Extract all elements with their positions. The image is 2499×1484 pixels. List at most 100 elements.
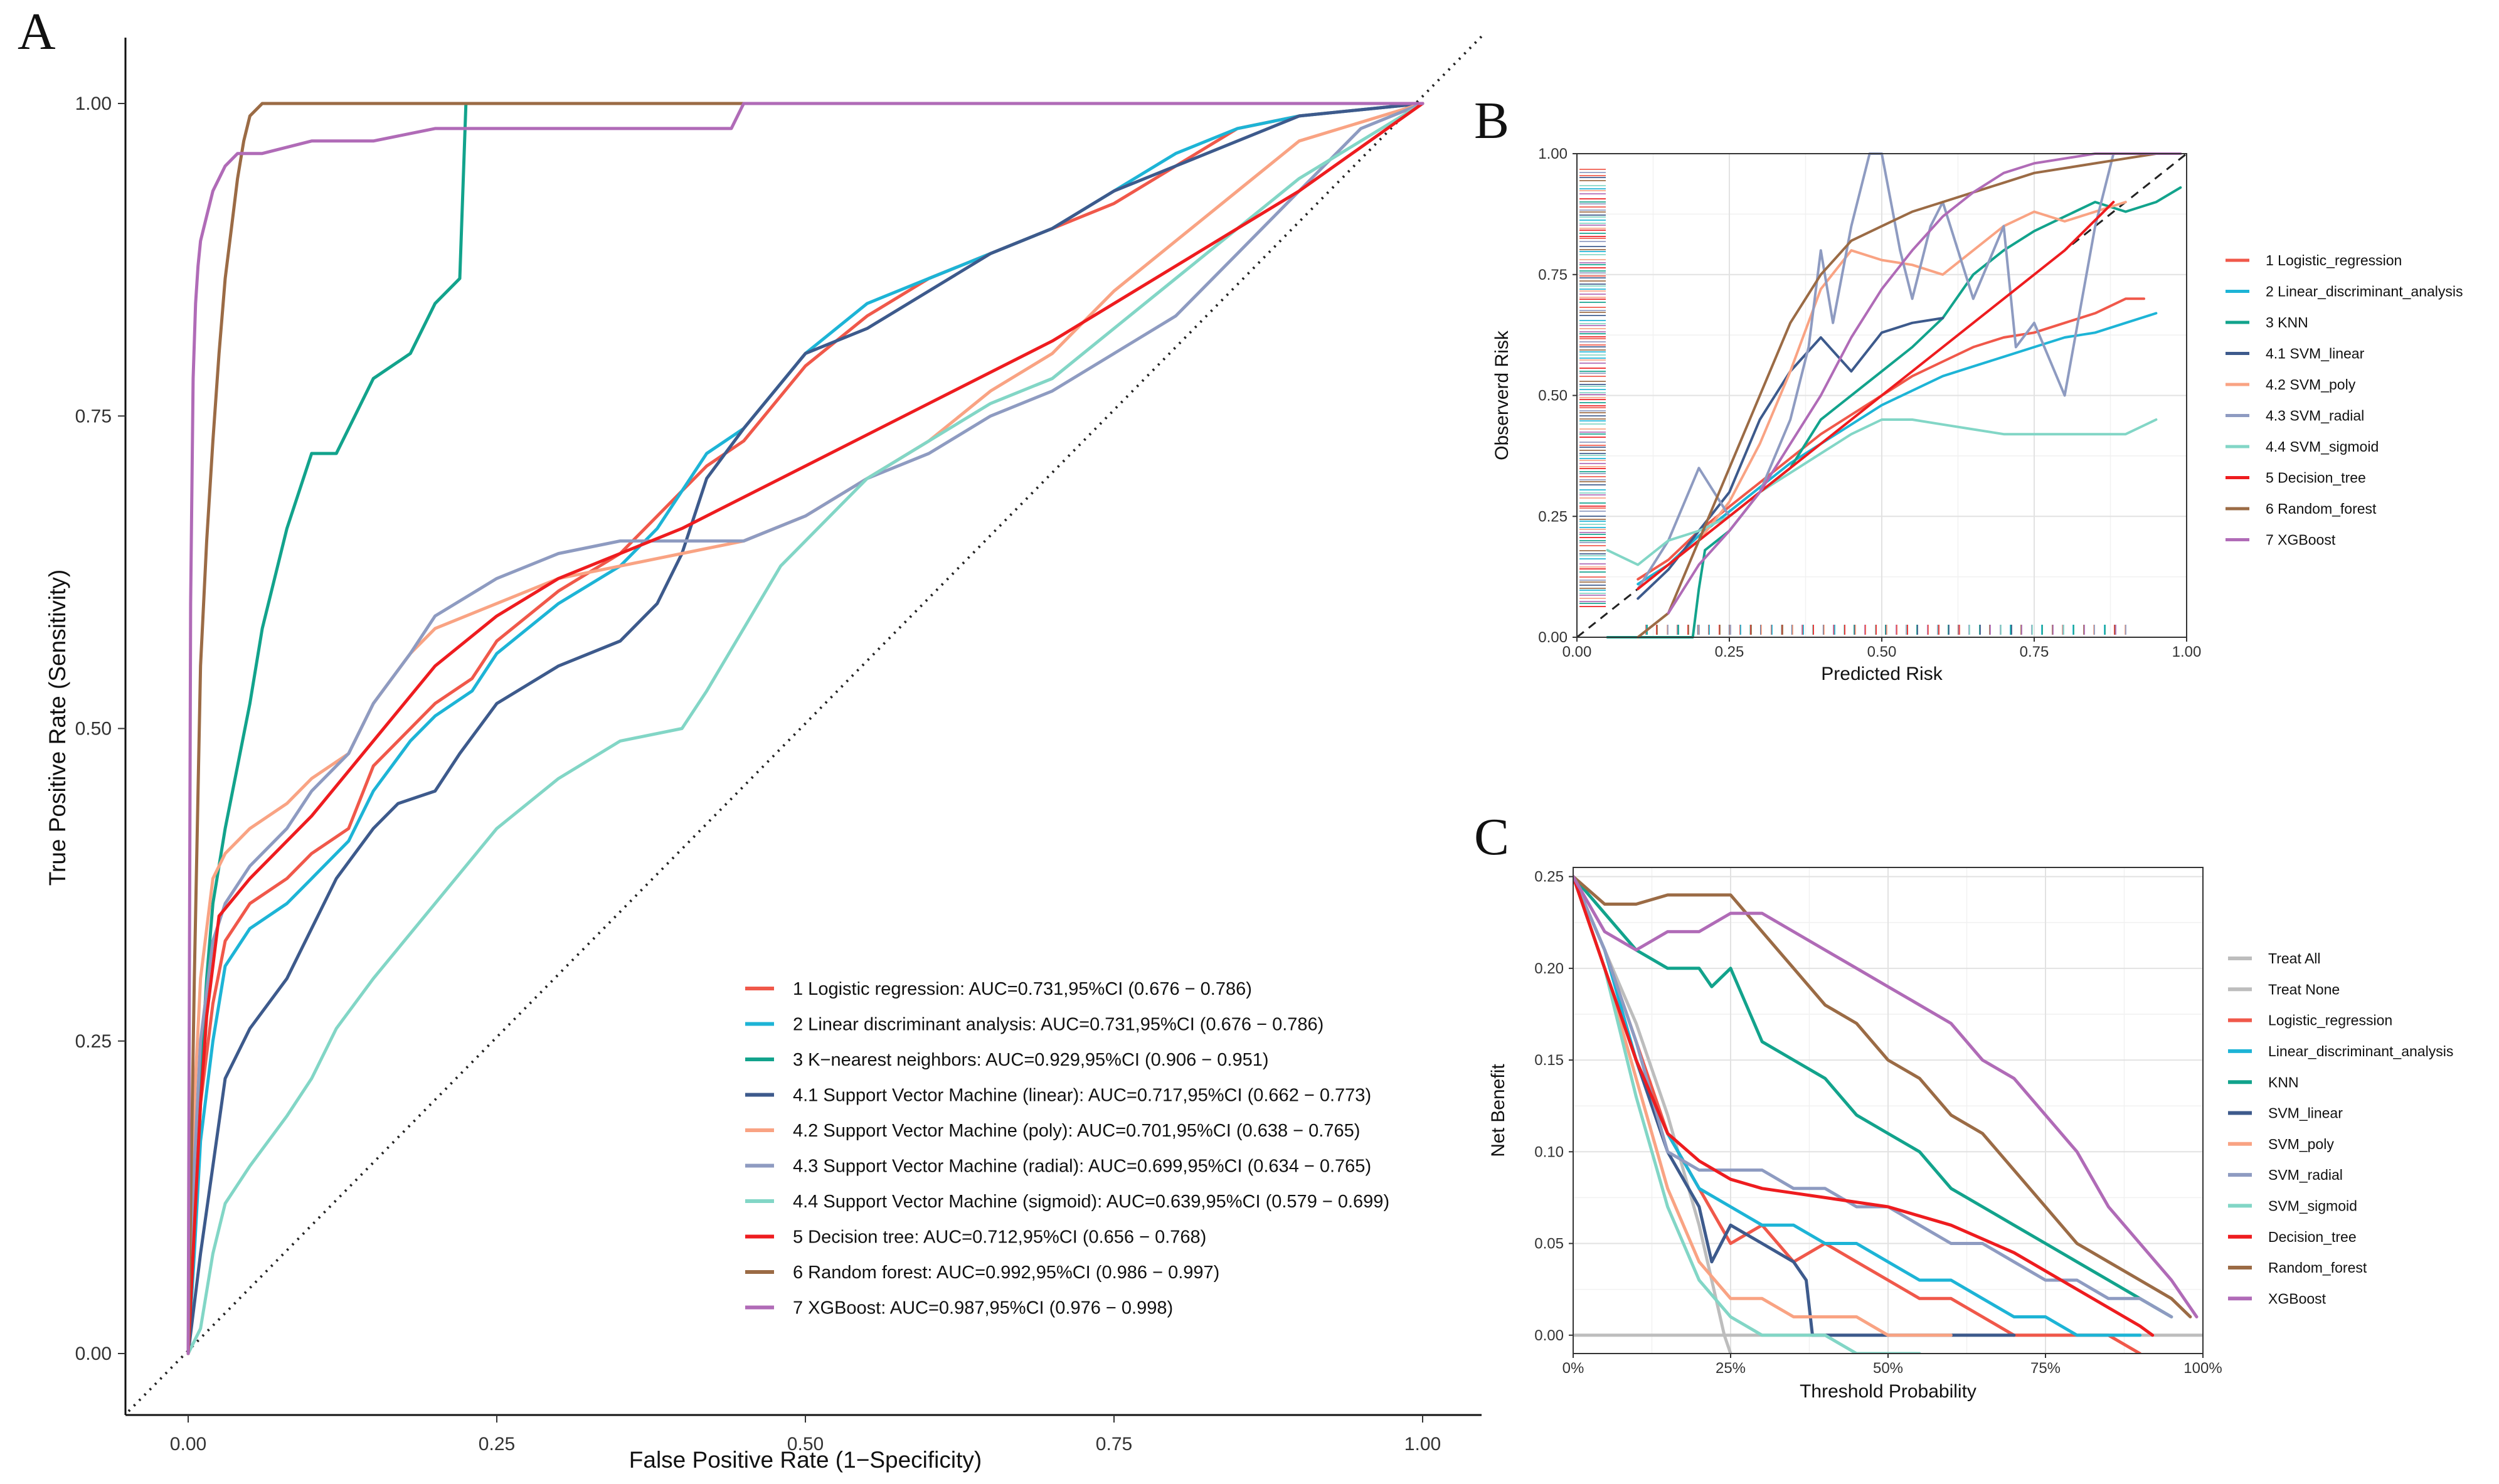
- panel-label-b: B: [1474, 92, 1509, 150]
- y-tick-label: 0.00: [75, 1344, 112, 1364]
- series-line: [1667, 201, 2127, 566]
- y-tick-label: 0.15: [1534, 1052, 1564, 1069]
- legend-label: SVM_radial: [2268, 1167, 2343, 1183]
- series-line: [1573, 875, 2173, 1318]
- y-tick-label: 0.25: [1538, 508, 1568, 525]
- roc-legend: 1 Logistic regression: AUC=0.731,95%CI (…: [745, 979, 1389, 1318]
- series-line: [1637, 312, 2158, 586]
- x-tick-label: 0.25: [479, 1434, 515, 1455]
- x-tick-label: 0.50: [787, 1434, 824, 1455]
- series-line: [1573, 875, 1953, 1337]
- legend-label: 2 Linear discriminant analysis: AUC=0.73…: [793, 1015, 1324, 1035]
- y-tick-label: 0.25: [75, 1031, 112, 1052]
- legend-label: 1 Logistic_regression: [2266, 252, 2402, 268]
- x-tick-label: 25%: [1716, 1360, 1746, 1377]
- x-tick-label: 75%: [2030, 1360, 2061, 1377]
- x-tick-label: 1.00: [2172, 644, 2202, 660]
- legend-label: SVM_sigmoid: [2268, 1197, 2357, 1214]
- series-line: [1637, 201, 2115, 590]
- x-tick-label: 0.00: [1563, 644, 1592, 660]
- legend-label: Logistic_regression: [2268, 1012, 2392, 1029]
- y-tick-label: 0.50: [75, 719, 112, 739]
- decision-curve-axes: 0% 25% 50% 75% 100% 0.00 0.05 0.10 0.15 0.20 0.25: [1534, 869, 2222, 1377]
- calibration-axes: 0.00 0.25 0.50 0.75 1.00 0.00 0.25 0.50 0.75 1.00: [1538, 146, 2201, 660]
- y-tick-label: 1.00: [1538, 146, 1568, 162]
- reference-line: [127, 35, 1483, 1412]
- x-tick-label: 50%: [1873, 1360, 1903, 1377]
- calibration-chart: 0.00 0.25 0.50 0.75 1.00 0.00 0.25 0.50 0.75 1.00…: [1492, 146, 2463, 684]
- series-line: [1573, 875, 2199, 1318]
- legend-label: 1 Logistic regression: AUC=0.731,95%CI (…: [793, 979, 1252, 999]
- legend-label: 4.3 SVM_radial: [2266, 408, 2364, 424]
- legend-label: 5 Decision_tree: [2266, 470, 2366, 486]
- legend-label: 7 XGBoost: [2266, 532, 2336, 548]
- roc-x-axis-title: False Positive Rate (1−Specificity): [629, 1447, 982, 1473]
- legend-label: 4.4 SVM_sigmoid: [2266, 438, 2379, 455]
- decision-curve-chart: 0% 25% 50% 75% 100%0.000.050.100.150.200.25 …: [1488, 867, 2453, 1402]
- roc-curves: [186, 102, 1425, 1355]
- legend-label: 4.4 Support Vector Machine (sigmoid): AU…: [793, 1192, 1389, 1212]
- calibration-x-axis-title: Predicted Risk: [1821, 664, 1943, 684]
- x-tick-label: 0.75: [2020, 644, 2049, 660]
- reference-line: [1576, 152, 2187, 639]
- legend-label: 2 Linear_discriminant_analysis: [2266, 284, 2463, 300]
- series-line: [1573, 875, 2192, 1318]
- series-line: [186, 102, 1425, 1355]
- series-line: [1637, 152, 2182, 639]
- y-tick-label: 0.25: [1534, 869, 1564, 886]
- roc-y-axis-title: True Positive Rate (Sensitivity): [45, 570, 70, 886]
- calibration-y-axis-title: Observerd Risk: [1492, 330, 1512, 460]
- series-line: [1606, 186, 2182, 639]
- legend-label: 3 K−nearest neighbors: AUC=0.929,95%CI (…: [793, 1050, 1269, 1070]
- y-tick-label: 0.50: [1538, 388, 1568, 405]
- legend-label: 6 Random_forest: [2266, 501, 2377, 517]
- legend-label: XGBoost: [2268, 1290, 2327, 1306]
- series-line: [186, 102, 1425, 1355]
- legend-label: Treat All: [2268, 950, 2321, 967]
- x-tick-label: 0.25: [1715, 644, 1744, 660]
- legend-label: Random_forest: [2268, 1259, 2367, 1276]
- roc-axes: 0.00 0.25 0.50 0.75 1.00 0.00 0.25 0.50 0.75 1.00: [75, 38, 1482, 1455]
- series-line: [186, 102, 1425, 1355]
- legend-label: SVM_linear: [2268, 1105, 2343, 1121]
- legend-label: Linear_discriminant_analysis: [2268, 1043, 2453, 1059]
- roc-chart: 0.00 0.25 0.50 0.75 1.00 0.00 0.25 0.50 0.75 1.00…: [45, 35, 1483, 1473]
- legend-label: 6 Random forest: AUC=0.992,95%CI (0.986 …: [793, 1263, 1219, 1283]
- panel-label-c: C: [1474, 808, 1509, 866]
- series-line: [1637, 297, 2145, 581]
- series-line: [186, 102, 1425, 1355]
- legend-label: KNN: [2268, 1074, 2299, 1090]
- y-tick-label: 0.05: [1534, 1236, 1564, 1253]
- legend-label: 3 KNN: [2266, 314, 2308, 331]
- decision-curve-y-axis-title: Net Benefit: [1488, 1064, 1509, 1157]
- legend-label: 4.3 Support Vector Machine (radial): AUC…: [793, 1157, 1371, 1177]
- series-line: [186, 102, 1425, 1355]
- series-line: [1573, 875, 2173, 1318]
- decision-curve-legend: Treat All Treat None Logistic_regression Li…: [2228, 950, 2453, 1306]
- legend-label: 4.1 Support Vector Machine (linear): AUC…: [793, 1086, 1371, 1106]
- legend-label: Decision_tree: [2268, 1229, 2357, 1245]
- series-line: [1573, 875, 2155, 1337]
- legend-label: SVM_poly: [2268, 1136, 2334, 1152]
- legend-label: Treat None: [2268, 981, 2340, 997]
- x-tick-label: 100%: [2183, 1360, 2222, 1377]
- roc-reference-diagonal: [127, 35, 1483, 1412]
- series-line: [186, 102, 1425, 1355]
- decision-curves: [1573, 875, 2203, 1354]
- x-tick-label: 0%: [1563, 1360, 1584, 1377]
- panel-label-a: A: [18, 3, 56, 61]
- y-tick-label: 0.75: [75, 406, 112, 427]
- series-line: [1573, 875, 1921, 1354]
- y-tick-label: 0.00: [1534, 1327, 1564, 1344]
- x-tick-label: 1.00: [1404, 1434, 1441, 1455]
- y-tick-label: 0.75: [1538, 267, 1568, 284]
- legend-label: 7 XGBoost: AUC=0.987,95%CI (0.976 − 0.99…: [793, 1298, 1173, 1318]
- x-tick-label: 0.00: [170, 1434, 206, 1455]
- y-tick-label: 1.00: [75, 93, 112, 114]
- calibration-legend: 1 Logistic_regression 2 Linear_discrimina…: [2226, 252, 2463, 548]
- y-tick-label: 0.20: [1534, 960, 1564, 977]
- decision-curve-x-axis-title: Threshold Probability: [1800, 1381, 1976, 1402]
- y-tick-label: 0.00: [1538, 629, 1568, 646]
- calibration-rug-marks: [1579, 169, 2126, 635]
